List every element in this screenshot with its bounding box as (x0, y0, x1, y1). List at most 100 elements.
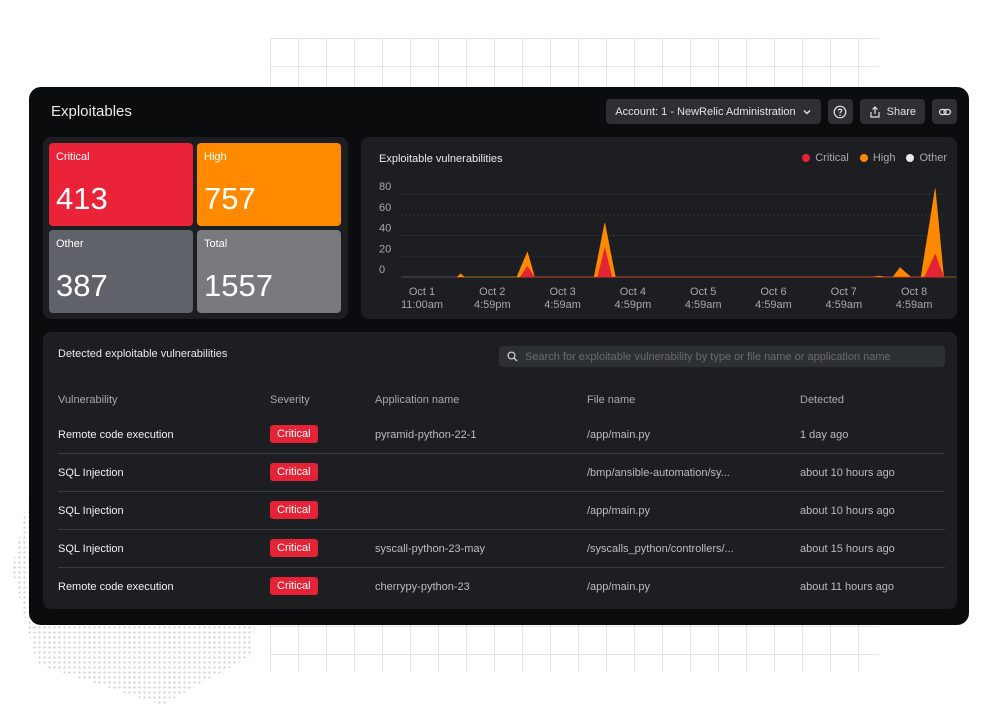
severity-badge: Critical (270, 501, 318, 519)
table-row[interactable]: Remote code execution Critical pyramid-p… (58, 416, 945, 454)
table-row[interactable]: SQL Injection Critical syscall-python-23… (58, 530, 945, 568)
search-box (499, 346, 945, 367)
y-tick-label: 80 (379, 181, 391, 193)
legend-item-critical[interactable]: Critical (802, 152, 849, 164)
stat-total[interactable]: Total 1557 (197, 230, 341, 313)
series-area-high (456, 188, 957, 278)
column-header-detected[interactable]: Detected (800, 394, 845, 406)
share-icon (870, 105, 880, 118)
legend-label: High (872, 152, 896, 164)
cell-vulnerability: Remote code execution (58, 581, 174, 593)
x-tick-label: Oct 7 (831, 286, 857, 298)
severity-badge: Critical (270, 463, 318, 481)
x-tick-label: 4:59pm (615, 299, 652, 311)
stat-value: 757 (204, 181, 256, 216)
cell-application: pyramid-python-22-1 (375, 429, 477, 441)
severity-badge: Critical (270, 425, 318, 443)
cell-detected: about 10 hours ago (800, 505, 895, 517)
x-tick-label: Oct 5 (690, 286, 716, 298)
account-label: Account: 1 - NewRelic Administration (615, 105, 796, 118)
legend-dot (859, 154, 868, 162)
column-header-application[interactable]: Application name (375, 394, 460, 406)
cell-detected: 1 day ago (800, 429, 849, 441)
x-tick-label: Oct 1 (409, 286, 435, 298)
x-tick-label: 4:59pm (474, 299, 511, 311)
exploitables-window: Exploitables Account: 1 - NewRelic Admin… (29, 87, 969, 625)
stat-label: Critical (56, 151, 90, 163)
account-selector[interactable]: Account: 1 - NewRelic Administration (606, 99, 821, 124)
x-tick-label: Oct 4 (620, 286, 646, 298)
y-tick-label: 20 (379, 243, 391, 255)
stat-label: High (204, 151, 227, 163)
x-tick-label: 4:59am (896, 299, 933, 311)
help-icon (833, 105, 847, 118)
cell-detected: about 15 hours ago (800, 543, 895, 555)
legend-item-high[interactable]: High (859, 152, 896, 164)
copy-link-button[interactable] (932, 99, 957, 124)
table-row[interactable]: SQL Injection Critical /bmp/ansible-auto… (58, 454, 945, 492)
severity-badge: Critical (270, 539, 318, 557)
chart-legend: Critical High Other (802, 152, 947, 164)
cell-file: /app/main.py (587, 505, 650, 517)
legend-label: Critical (815, 152, 849, 164)
cell-detected: about 10 hours ago (800, 467, 895, 479)
cell-file: /app/main.py (587, 581, 650, 593)
stat-critical[interactable]: Critical 413 (49, 143, 193, 226)
series-area-critical (520, 247, 944, 278)
stat-label: Total (204, 238, 228, 250)
table-title: Detected exploitable vulnerabilities (58, 348, 228, 360)
x-tick-label: 11:00am (401, 299, 443, 311)
cell-vulnerability: SQL Injection (58, 543, 124, 555)
y-tick-label: 0 (379, 264, 385, 276)
share-button[interactable]: Share (859, 99, 925, 124)
cell-application: cherrypy-python-23 (375, 581, 470, 593)
vulnerability-table-panel: Detected exploitable vulnerabilities Vul… (43, 332, 957, 609)
cell-vulnerability: Remote code execution (58, 429, 174, 441)
search-icon (507, 351, 518, 362)
search-input[interactable] (525, 350, 925, 363)
cell-detected: about 11 hours ago (800, 581, 894, 593)
stat-label: Other (56, 238, 84, 250)
cell-vulnerability: SQL Injection (58, 505, 124, 517)
help-button[interactable] (827, 99, 853, 124)
table-row[interactable]: Remote code execution Critical cherrypy-… (58, 568, 945, 606)
vulnerability-chart-panel: Exploitable vulnerabilities Critical Hig… (361, 137, 957, 319)
page-title: Exploitables (51, 103, 132, 120)
toolbar: Account: 1 - NewRelic Administration Sha… (606, 99, 957, 124)
share-label: Share (886, 105, 916, 118)
x-tick-label: Oct 8 (901, 286, 927, 298)
legend-dot (906, 154, 915, 162)
table-row[interactable]: SQL Injection Critical /app/main.py abou… (58, 492, 945, 530)
cell-file: /syscalls_python/controllers/... (587, 543, 734, 555)
x-tick-label: 4:59am (685, 299, 722, 311)
cell-application: syscall-python-23-may (375, 543, 486, 555)
chevron-down-icon (803, 109, 811, 114)
stat-other[interactable]: Other 387 (49, 230, 193, 313)
x-tick-label: 4:59am (544, 299, 581, 311)
cell-file: /app/main.py (587, 429, 650, 441)
stat-high[interactable]: High 757 (197, 143, 341, 226)
column-header-vulnerability[interactable]: Vulnerability (58, 394, 118, 406)
legend-dot (802, 154, 811, 162)
severity-summary: Critical 413 High 757 Other 387 Total 15… (43, 137, 348, 319)
column-header-severity[interactable]: Severity (270, 394, 310, 406)
stat-value: 387 (56, 268, 108, 303)
x-tick-label: Oct 3 (549, 286, 575, 298)
column-header-file[interactable]: File name (587, 394, 636, 406)
stat-value: 413 (56, 181, 108, 216)
x-tick-label: 4:59am (825, 299, 862, 311)
stat-value: 1557 (204, 268, 273, 303)
x-tick-label: Oct 6 (760, 286, 786, 298)
link-icon (938, 108, 951, 115)
cell-file: /bmp/ansible-automation/sy... (587, 467, 730, 479)
table-header: Vulnerability Severity Application name … (58, 394, 945, 408)
legend-label: Other (919, 152, 947, 164)
y-tick-label: 60 (379, 202, 391, 214)
x-tick-label: Oct 2 (479, 286, 505, 298)
legend-item-other[interactable]: Other (906, 152, 947, 164)
x-tick-label: 4:59am (755, 299, 792, 311)
severity-badge: Critical (270, 577, 318, 595)
cell-vulnerability: SQL Injection (58, 467, 124, 479)
chart-title: Exploitable vulnerabilities (379, 153, 503, 165)
